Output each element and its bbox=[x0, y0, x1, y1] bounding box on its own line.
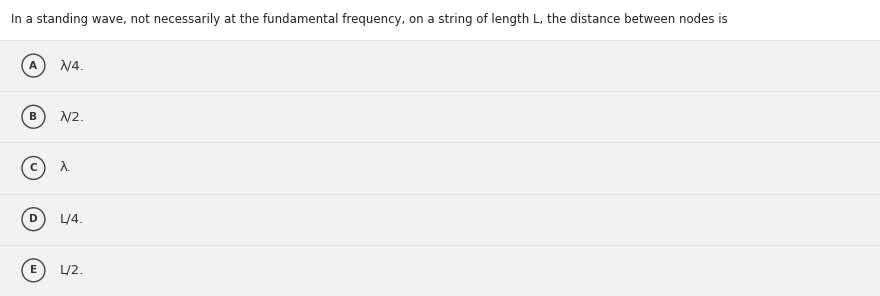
Ellipse shape bbox=[22, 208, 45, 231]
Bar bbox=[0, 0, 880, 40]
Ellipse shape bbox=[22, 105, 45, 128]
Text: B: B bbox=[29, 112, 38, 122]
Text: E: E bbox=[30, 266, 37, 275]
Text: C: C bbox=[30, 163, 37, 173]
Ellipse shape bbox=[22, 54, 45, 77]
Text: L/2.: L/2. bbox=[60, 264, 84, 277]
Text: λ/2.: λ/2. bbox=[60, 110, 84, 123]
Ellipse shape bbox=[22, 259, 45, 282]
Ellipse shape bbox=[22, 157, 45, 179]
Text: A: A bbox=[29, 61, 38, 70]
Bar bbox=[0, 40, 880, 296]
Text: λ/4.: λ/4. bbox=[60, 59, 84, 72]
Text: In a standing wave, not necessarily at the fundamental frequency, on a string of: In a standing wave, not necessarily at t… bbox=[11, 14, 727, 26]
Text: λ.: λ. bbox=[60, 162, 72, 174]
Text: D: D bbox=[29, 214, 38, 224]
Text: L/4.: L/4. bbox=[60, 213, 84, 226]
